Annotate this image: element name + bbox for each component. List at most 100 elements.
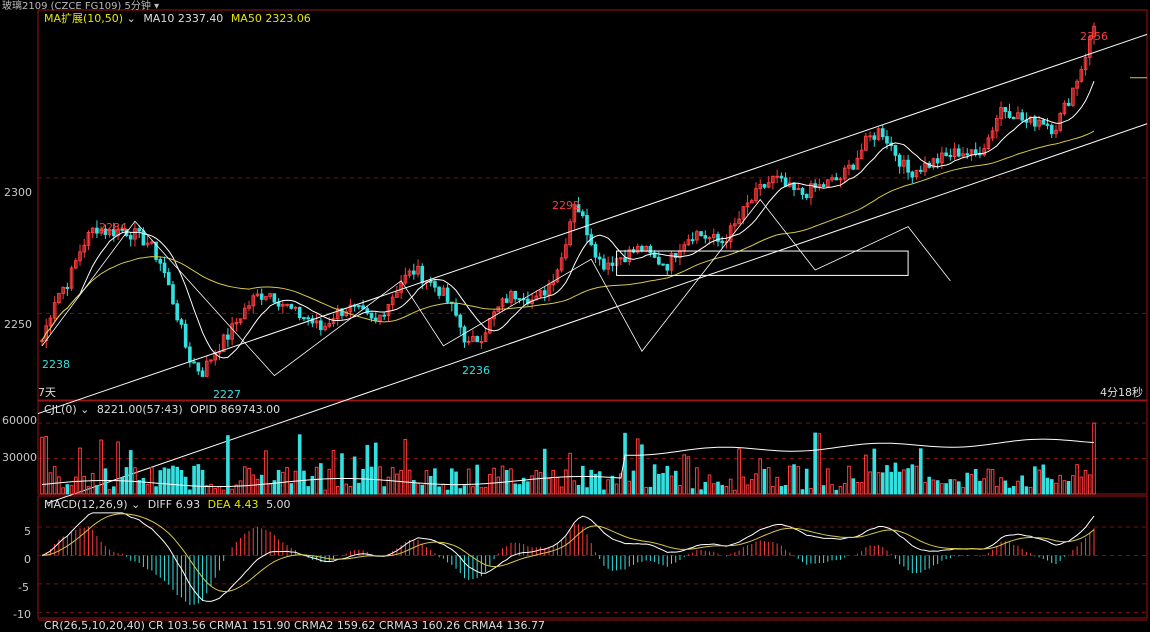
chevron-down-icon[interactable]: ▾ — [154, 1, 160, 12]
candle-body — [973, 149, 978, 154]
volume-bar — [179, 469, 184, 495]
volume-bar — [999, 477, 1003, 495]
volume-bar — [555, 476, 560, 495]
volume-bar — [82, 475, 87, 495]
volume-bar — [775, 476, 779, 495]
candle-body — [179, 319, 184, 325]
candle-body — [737, 218, 741, 225]
volume-bar — [386, 476, 391, 495]
channel-upper-line — [37, 33, 1148, 415]
title-text: 玻璃2109 (CZCE FG109) 5分钟 — [2, 1, 151, 12]
candle-body — [944, 152, 948, 156]
volume-bar — [826, 468, 830, 495]
days-label: 7天 — [38, 386, 56, 399]
candle-body — [716, 233, 720, 242]
volume-bar — [65, 484, 70, 495]
candle-body — [775, 175, 779, 178]
volume-bar — [948, 479, 953, 495]
volume-bar — [834, 489, 839, 495]
candle-body — [95, 227, 99, 234]
candle-body — [568, 221, 572, 246]
volume-bar — [885, 465, 889, 495]
volume-bar — [1075, 464, 1079, 495]
volume-bar — [475, 464, 479, 495]
volume-bar — [1054, 482, 1058, 495]
volume-bar — [293, 470, 298, 495]
volume-legend-name[interactable]: CJL(0) — [44, 403, 77, 416]
candle-body — [830, 177, 834, 181]
macd-legend-name[interactable]: MACD(12,26,9) — [44, 498, 128, 511]
candle-body — [859, 149, 864, 159]
volume-bar — [150, 467, 154, 495]
volume-bar — [251, 474, 256, 495]
annotation-low-2238: 2238 — [42, 358, 70, 371]
volume-bar — [416, 482, 420, 495]
volume-bar — [433, 468, 437, 495]
candle-body — [69, 267, 74, 289]
chevron-down-icon[interactable]: ⌄ — [126, 12, 136, 25]
volume-bar — [116, 441, 120, 495]
volume-bar — [458, 488, 463, 495]
ma-legend-name[interactable]: MA扩展(10,50) — [44, 12, 124, 25]
volume-bar — [264, 450, 268, 495]
candle-body — [471, 336, 475, 342]
chevron-down-icon[interactable]: ⌄ — [80, 403, 90, 416]
volume-bar — [200, 469, 205, 495]
candle-body — [175, 303, 180, 321]
volume-bar — [424, 470, 429, 495]
volume-bar — [695, 467, 699, 495]
volume-bar — [340, 453, 344, 495]
title-bar: 玻璃2109 (CZCE FG109) 5分钟 ▾ — [2, 0, 160, 12]
candle-body — [192, 361, 196, 364]
countdown-label: 4分18秒 — [1100, 386, 1143, 399]
volume-bar — [1007, 487, 1012, 495]
candle-body — [357, 305, 361, 308]
volume-bar — [859, 482, 864, 495]
annotation-last-2356: 2356 — [1080, 30, 1108, 43]
candle-body — [137, 228, 141, 232]
volume-bar — [1016, 480, 1020, 495]
volume-bar — [1087, 474, 1092, 495]
candle-body — [395, 291, 399, 298]
volume-y-tick-30000: 30000 — [2, 451, 37, 464]
candle-body — [204, 360, 209, 377]
candle-body — [242, 307, 247, 320]
candle-body — [437, 286, 441, 296]
volume-y-tick-60000: 60000 — [2, 414, 37, 427]
diff-value: DIFF 6.93 — [147, 498, 201, 511]
volume-bar — [428, 475, 433, 495]
candle-body — [428, 280, 433, 283]
candle-body — [445, 287, 450, 303]
candle-body — [821, 184, 826, 187]
candle-body — [112, 229, 116, 237]
volume-bar — [357, 482, 361, 495]
candle-body — [1087, 36, 1092, 58]
candle-body — [1007, 111, 1012, 118]
volume-bar — [285, 467, 289, 495]
candle-body — [982, 148, 986, 156]
volume-bar — [990, 469, 995, 495]
volume-bar — [78, 447, 82, 495]
chevron-down-icon[interactable]: ⌄ — [131, 498, 141, 511]
candle-body — [1066, 102, 1071, 106]
candle-body — [990, 130, 995, 139]
volume-bar — [931, 479, 936, 495]
volume-bar — [830, 484, 834, 495]
candle-body — [107, 229, 112, 235]
candle-body — [196, 362, 201, 372]
volume-bar — [1041, 464, 1046, 495]
candle-body — [880, 128, 885, 138]
candle-body — [673, 253, 678, 258]
volume-bar — [1024, 486, 1029, 495]
candle-body — [703, 235, 708, 239]
volume-bar — [488, 474, 492, 495]
candle-body — [728, 225, 733, 243]
volume-bar — [627, 480, 632, 495]
candle-body — [800, 188, 805, 195]
candle-body — [610, 262, 615, 266]
candle-body — [935, 158, 940, 164]
volume-bar — [923, 481, 927, 495]
volume-bar — [893, 462, 898, 495]
candle-body — [699, 231, 703, 237]
